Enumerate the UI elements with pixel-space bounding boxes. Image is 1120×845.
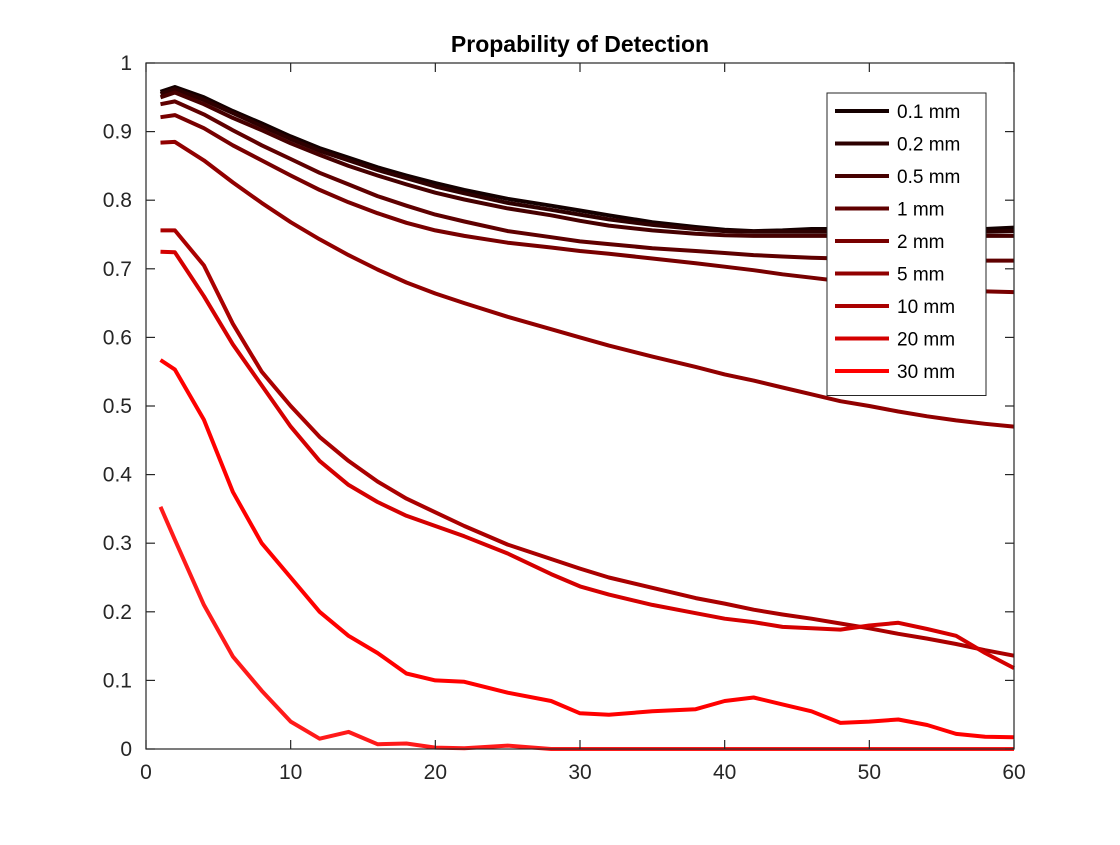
x-tick-label: 0 xyxy=(140,761,152,784)
legend: 0.1 mm 0.2 mm 0.5 mm 1 mm 2 mm 5 mm 10 mm 20 mm… xyxy=(826,92,987,396)
series-line-5-mm xyxy=(160,139,1015,429)
y-tick-label: 0.1 xyxy=(103,669,132,692)
legend-label: 0.5 mm xyxy=(897,167,960,188)
y-tick-label: 0.8 xyxy=(103,189,132,212)
y-tick-label: 0 xyxy=(120,738,132,761)
series-line-10-mm xyxy=(160,228,1015,658)
x-tick-label: 60 xyxy=(1002,761,1025,784)
chart-title: Propability of Detection xyxy=(451,31,709,57)
series-line-20-mm xyxy=(160,249,1015,670)
y-tick-label: 0.3 xyxy=(103,532,132,555)
y-tick-label: 0.2 xyxy=(103,601,132,624)
y-tick-label: 0.9 xyxy=(103,121,132,144)
legend-label: 2 mm xyxy=(897,232,945,253)
legend-label: 1 mm xyxy=(897,200,945,221)
y-tick-label: 0.4 xyxy=(103,464,133,487)
legend-label: 30 mm xyxy=(897,362,955,383)
legend-label: 0.1 mm xyxy=(897,102,960,123)
x-tick-label: 10 xyxy=(279,761,302,784)
y-tick-label: 0.5 xyxy=(103,395,132,418)
series-line-30-mm xyxy=(159,358,1015,740)
x-tick-label: 50 xyxy=(858,761,881,784)
legend-label: 20 mm xyxy=(897,330,955,351)
legend-label: 0.2 mm xyxy=(897,135,960,156)
x-tick-label: 20 xyxy=(424,761,447,784)
x-tick-label: 40 xyxy=(713,761,736,784)
legend-label: 10 mm xyxy=(897,297,955,318)
y-tick-label: 0.7 xyxy=(103,258,132,281)
y-tick-label: 0.6 xyxy=(103,326,132,349)
legend-label: 5 mm xyxy=(897,265,945,286)
x-tick-label: 30 xyxy=(568,761,591,784)
y-tick-label: 1 xyxy=(120,52,132,75)
tick-layer: 0 10 20 30 40 50 60 0 0.1 0.2 0.3 0.4 0.5 0.6 0.7 0.8 0.… xyxy=(103,52,1026,784)
